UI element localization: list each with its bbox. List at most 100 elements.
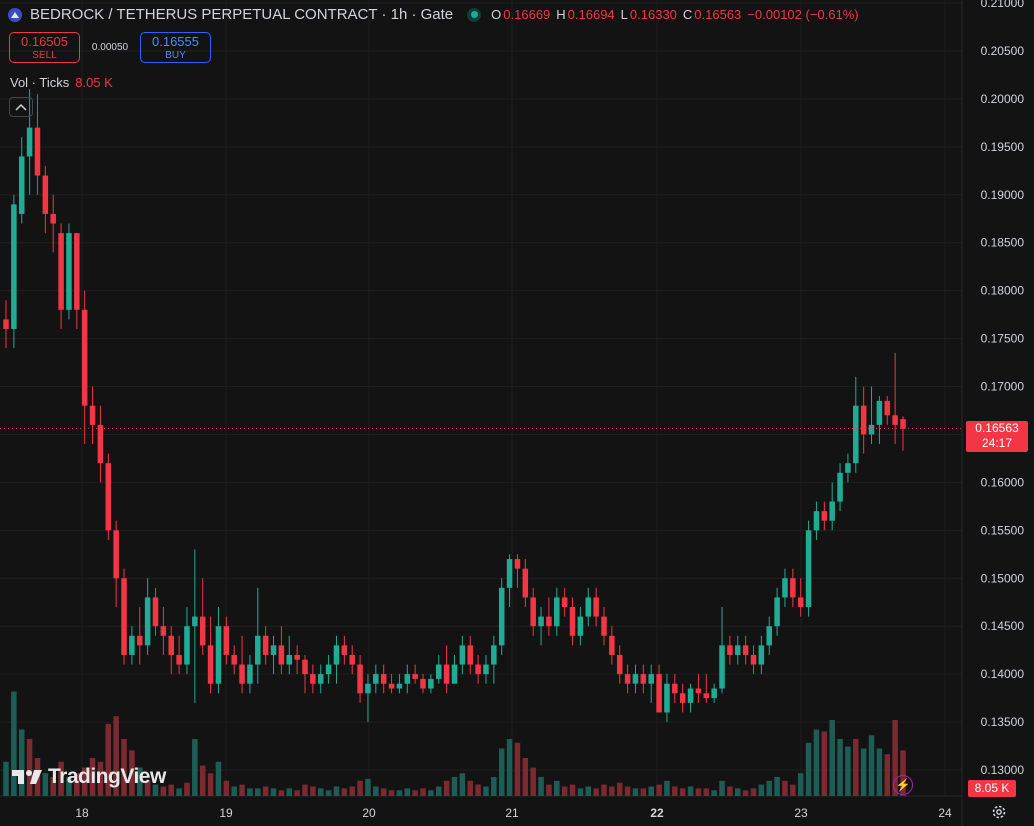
candle-body (821, 511, 828, 521)
volume-bar (656, 784, 662, 796)
volume-bar (601, 784, 607, 796)
candle-body (664, 683, 670, 713)
price-tick-label: 0.20000 (981, 92, 1025, 106)
volume-bar (593, 788, 599, 796)
candle-body (522, 568, 529, 598)
candle-body (609, 635, 615, 655)
candle-body (648, 674, 654, 684)
volume-bar (380, 788, 387, 796)
volume-bar (74, 773, 80, 796)
candle-body (223, 626, 230, 655)
volume-bar (176, 788, 182, 796)
candle-body (530, 597, 536, 627)
volume-legend[interactable]: Vol · Ticks 8.05 K (10, 75, 113, 90)
volume-bar (829, 720, 835, 796)
tradingview-logo[interactable]: TradingView (12, 765, 166, 789)
candle-body (3, 319, 9, 329)
candle-body (160, 626, 167, 636)
price-tick-label: 0.17500 (981, 332, 1025, 346)
volume-bar (341, 788, 348, 796)
volume-bar (554, 780, 560, 796)
candle-body (317, 674, 324, 684)
volume-bar (262, 786, 269, 796)
candle-body (640, 674, 647, 684)
candle-body (137, 635, 143, 646)
spread-value: 0.00050 (91, 42, 129, 53)
volume-bar (317, 788, 324, 796)
price-tick-label: 0.19500 (981, 140, 1025, 154)
candle-body (624, 674, 631, 684)
volume-bar (357, 780, 363, 796)
volume-bar (144, 780, 151, 796)
candle-body (18, 156, 25, 214)
volume-bar (797, 773, 804, 796)
candle-body (632, 674, 639, 684)
buy-button[interactable]: 0.16555 BUY (140, 32, 211, 63)
candle-body (199, 616, 206, 646)
volume-bar (294, 790, 300, 796)
volume-bar (459, 773, 466, 796)
candle-body (735, 645, 741, 655)
candle-body (554, 597, 560, 627)
volume-bar (412, 790, 418, 796)
candle-body (121, 578, 127, 655)
price-axis[interactable]: 0.21000 0.20500 0.20000 0.19500 0.19000 0.185… (981, 0, 1025, 777)
open-key: O (491, 7, 502, 22)
volume-bar (735, 788, 741, 796)
volume-bar (286, 788, 293, 796)
ohlc-values: O 0.16669 H 0.16694 L 0.16330 C 0.16563 −0.0… (491, 7, 864, 22)
volume-bar (624, 786, 631, 796)
volume-bar (687, 786, 694, 796)
candle-body (829, 501, 835, 521)
gear-icon[interactable] (991, 804, 1007, 820)
price-tick-label: 0.13500 (981, 715, 1025, 729)
volume-bar (491, 777, 497, 796)
volume-bar (538, 777, 544, 796)
volume-bar (813, 729, 820, 796)
open-value: 0.16669 (503, 7, 551, 22)
bedrock-logo-icon[interactable] (8, 7, 22, 22)
lightning-icon[interactable]: ⚡ (893, 775, 913, 795)
candle-body (105, 463, 112, 531)
market-open-dot-icon[interactable] (467, 7, 482, 22)
price-tick-label: 0.19000 (981, 188, 1025, 202)
volume-bar (742, 790, 749, 796)
volume-bar (758, 784, 765, 796)
volume-bar (26, 739, 33, 796)
time-tick-label: 19 (219, 806, 233, 820)
candle-body (365, 683, 371, 694)
candle-body (868, 424, 875, 435)
volume-bar (892, 720, 898, 796)
brand-name: TradingView (48, 765, 166, 788)
high-value: 0.16694 (567, 7, 615, 22)
volume-bar (121, 739, 127, 796)
sell-label: SELL (32, 50, 57, 61)
volume-bar (199, 765, 206, 796)
volume-bar (255, 788, 261, 796)
candle-body (436, 664, 442, 679)
volume-bar (837, 739, 843, 796)
collapse-legend-button[interactable] (9, 97, 33, 117)
symbol-title[interactable]: BEDROCK / TETHERUS PERPETUAL CONTRACT · … (30, 6, 454, 23)
candle-body (860, 405, 867, 435)
candle-body (97, 424, 104, 464)
time-axis[interactable]: 18 19 20 21 22 23 24 (75, 806, 952, 820)
candle-body (727, 645, 733, 655)
volume-bar (569, 784, 576, 796)
volume-bar (805, 742, 812, 796)
sell-button[interactable]: 0.16505 SELL (9, 32, 80, 63)
candle-body (876, 400, 883, 425)
candle-body (593, 597, 599, 617)
candle-body (750, 654, 757, 665)
volume-bar (695, 788, 702, 796)
volume-bar (168, 784, 174, 796)
volume-bar (325, 790, 332, 796)
candle-body (380, 674, 387, 684)
candle-body (561, 597, 568, 608)
candle-body (113, 530, 119, 579)
price-tick-label: 0.20500 (981, 44, 1025, 58)
volume-bar (884, 754, 891, 796)
volume-bar (396, 790, 403, 796)
low-value: 0.16330 (629, 7, 677, 22)
